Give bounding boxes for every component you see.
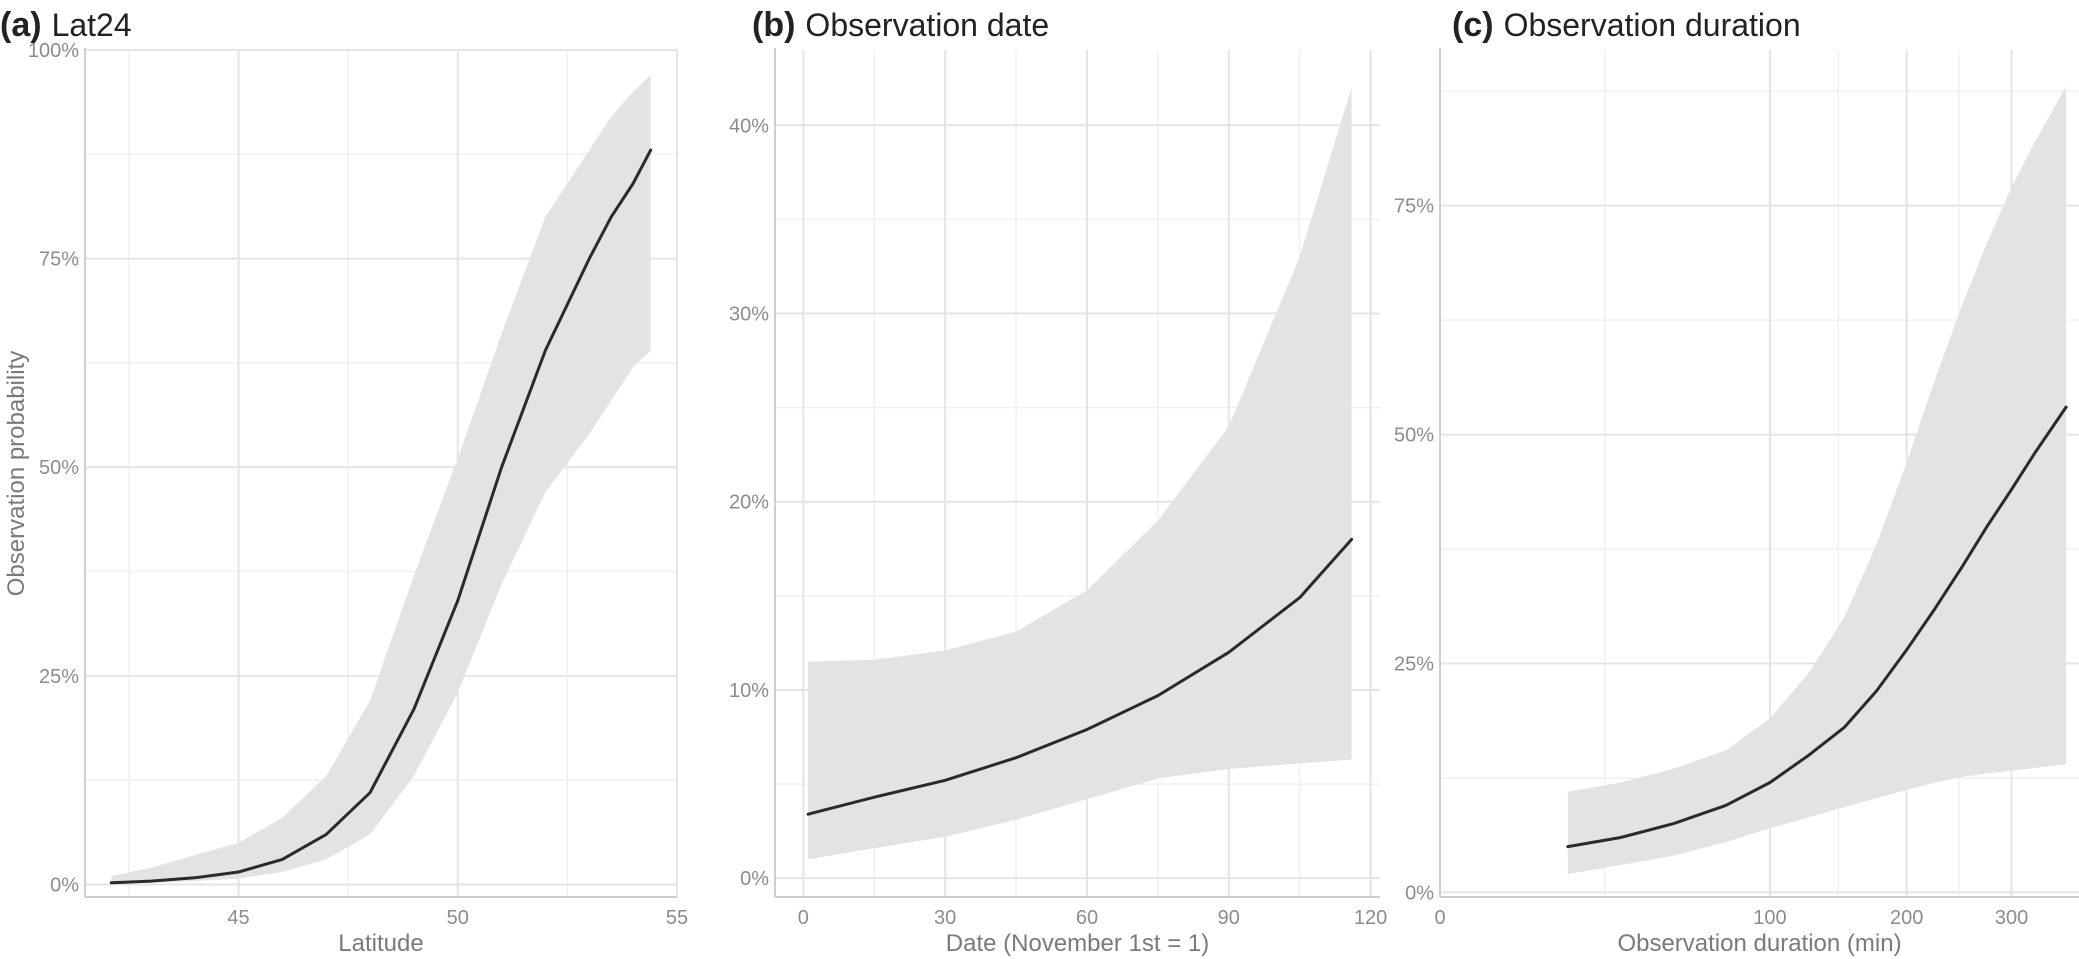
- y-tick-label: 40%: [729, 115, 769, 137]
- fitted-line: [109, 148, 653, 885]
- y-tick-label: 25%: [1394, 654, 1434, 676]
- y-tick-label: 30%: [729, 304, 769, 326]
- y-tick-label: 75%: [1394, 196, 1434, 218]
- x-tick-label: 55: [666, 907, 688, 929]
- x-axis-title: Observation duration (min): [1617, 930, 1901, 957]
- panel-letter: (a): [0, 6, 42, 44]
- y-tick-label: 100%: [28, 40, 79, 62]
- x-tick-label: 50: [447, 907, 469, 929]
- x-tick-label: 0: [798, 907, 809, 929]
- x-tick-label: 100: [1753, 907, 1786, 929]
- panel-heading: (c) Observation duration: [1452, 6, 1801, 44]
- panel-letter: (c): [1452, 6, 1494, 44]
- x-tick-label: 60: [1076, 907, 1098, 929]
- x-tick-label: 90: [1218, 907, 1240, 929]
- fitted-line: [1566, 405, 2068, 849]
- panel-title: Lat24: [52, 7, 132, 43]
- panel-heading: (b) Observation date: [752, 6, 1049, 44]
- x-axis-title: Latitude: [338, 930, 423, 957]
- y-tick-label: 50%: [39, 457, 79, 479]
- fitted-line: [806, 537, 1354, 816]
- x-tick-label: 45: [227, 907, 249, 929]
- panel-letter: (b): [752, 6, 795, 44]
- y-tick-label: 75%: [39, 249, 79, 271]
- panel-title: Observation duration: [1504, 7, 1801, 43]
- confidence-ribbon: [808, 87, 1352, 860]
- x-tick-label: 0: [1434, 907, 1445, 929]
- y-tick-label: 20%: [729, 492, 769, 514]
- panel-3: 0 100 200 300 0% 25% 50% 75% Observation duratio…: [1394, 6, 2079, 957]
- x-tick-label: 120: [1354, 907, 1387, 929]
- panel-1: 45 50 55 0% 25% 50% 75% 100% Latitude Observation…: [0, 6, 688, 957]
- y-tick-label: 10%: [729, 680, 769, 702]
- x-tick-label: 300: [1995, 907, 2028, 929]
- confidence-ribbon: [111, 75, 651, 884]
- y-tick-label: 50%: [1394, 425, 1434, 447]
- y-tick-label: 0%: [1405, 882, 1434, 904]
- y-tick-label: 25%: [39, 666, 79, 688]
- panel-title: Observation date: [805, 7, 1049, 43]
- x-axis-title: Date (November 1st = 1): [946, 930, 1209, 957]
- confidence-ribbon: [1567, 86, 2067, 875]
- panel-2: 0 30 60 90 120 0% 10% 20% 30% 40% Date (November 1…: [729, 6, 1387, 957]
- x-tick-label: 200: [1890, 907, 1923, 929]
- y-tick-label: 0%: [740, 868, 769, 890]
- x-tick-label: 30: [934, 907, 956, 929]
- y-axis-title: Observation probability: [3, 351, 30, 596]
- panel-heading: (a) Lat24: [0, 6, 132, 44]
- y-tick-label: 0%: [50, 874, 79, 896]
